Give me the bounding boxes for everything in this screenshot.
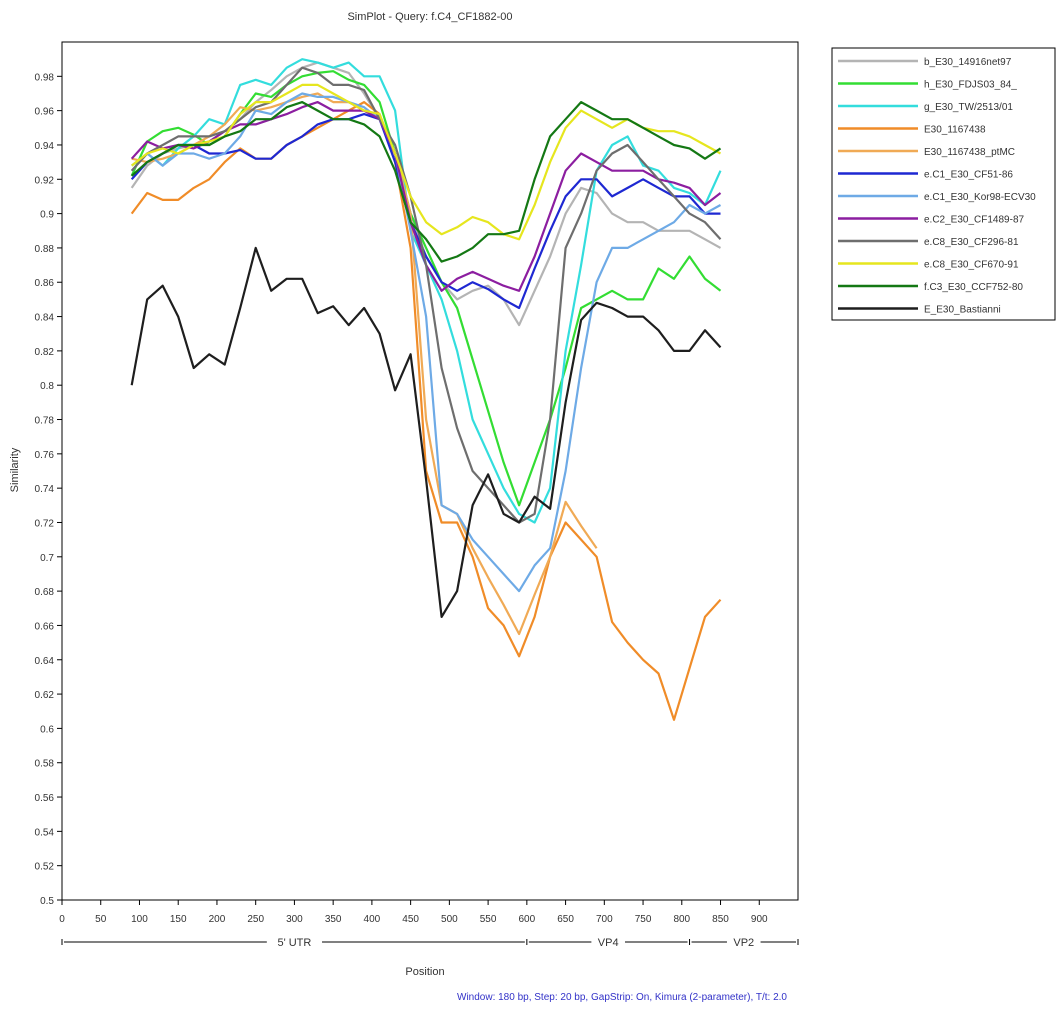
legend-entry-label: E30_1167438_ptMC: [924, 147, 1015, 158]
legend-entry-label: g_E30_TW/2513/01: [924, 102, 1013, 113]
x-tick-label: 50: [95, 914, 107, 925]
x-tick-label: 900: [751, 914, 768, 925]
series-line: [130, 92, 722, 593]
x-tick-label: 800: [673, 914, 690, 925]
plot-frame: [61, 41, 799, 901]
x-axis-label: Position: [405, 966, 444, 978]
legend-entry-label: e.C1_E30_CF51-86: [924, 170, 1013, 181]
y-tick-label: 0.68: [35, 587, 55, 598]
y-tick-label: 0.92: [35, 175, 55, 186]
legend-entry-label: h_E30_FDJS03_84_: [924, 80, 1017, 91]
legend-entry-label: E30_1167438: [924, 125, 986, 136]
x-tick-label: 850: [712, 914, 729, 925]
x-tick-label: 150: [170, 914, 187, 925]
y-tick-label: 0.94: [35, 141, 55, 152]
x-tick-label: 750: [635, 914, 652, 925]
y-tick-label: 0.74: [35, 484, 55, 495]
series-line: [130, 100, 722, 263]
legend-entry-label: E_E30_Bastianni: [924, 305, 1001, 316]
y-tick-label: 0.82: [35, 347, 55, 358]
y-tick-label: 0.9: [40, 210, 54, 221]
x-tick-label: 250: [247, 914, 264, 925]
legend-entry-label: b_E30_14916net97: [924, 57, 1012, 68]
region-label: VP2: [733, 937, 754, 949]
y-tick-label: 0.8: [40, 381, 54, 392]
legend-entry-label: e.C8_E30_CF296-81: [924, 237, 1019, 248]
y-tick-label: 0.66: [35, 621, 55, 632]
y-tick-label: 0.96: [35, 107, 55, 118]
region-label: 5' UTR: [277, 937, 311, 949]
y-tick-label: 0.84: [35, 313, 55, 324]
y-tick-label: 0.76: [35, 450, 55, 461]
x-tick-label: 650: [557, 914, 574, 925]
method-footnote: Window: 180 bp, Step: 20 bp, GapStrip: O…: [457, 992, 787, 1003]
y-axis-ticks: 0.5 0.52 0.54 0.56 0.58 0.6 0.62 0.64 0.66 0.68 0.…: [35, 72, 62, 907]
x-tick-label: 100: [131, 914, 148, 925]
y-tick-label: 0.7: [40, 553, 54, 564]
y-tick-label: 0.6: [40, 724, 54, 735]
chart-title: SimPlot - Query: f.C4_CF1882-00: [347, 11, 512, 23]
legend-entry-label: e.C2_E30_CF1489-87: [924, 215, 1025, 226]
x-tick-label: 550: [480, 914, 497, 925]
legend-entry-label: e.C8_E30_CF670-91: [924, 260, 1019, 271]
y-tick-label: 0.54: [35, 827, 55, 838]
series-line: [131, 83, 722, 241]
y-tick-label: 0.62: [35, 690, 55, 701]
legend-entry-label: e.C1_E30_Kor98-ECV30: [924, 192, 1036, 203]
x-axis-ticks: 0 50 100 150 200 250 300 350 400 450 500 550 600 650 7…: [59, 900, 768, 925]
series-line: [130, 112, 721, 310]
y-tick-label: 0.64: [35, 656, 55, 667]
y-tick-label: 0.52: [35, 862, 55, 873]
x-tick-label: 450: [402, 914, 419, 925]
x-tick-label: 700: [596, 914, 613, 925]
y-tick-label: 0.72: [35, 518, 55, 529]
x-tick-label: 300: [286, 914, 303, 925]
legend: b_E30_14916net97 h_E30_FDJS03_84_ g_E30_TW…: [831, 47, 1056, 321]
region-label: VP4: [598, 937, 619, 949]
series-line: [130, 246, 722, 619]
y-axis-label: Similarity: [9, 447, 21, 492]
y-tick-label: 0.58: [35, 759, 55, 770]
legend-entry-label: f.C3_E30_CCF752-80: [924, 282, 1023, 293]
y-tick-label: 0.88: [35, 244, 55, 255]
x-tick-label: 400: [364, 914, 381, 925]
y-tick-label: 0.5: [40, 896, 54, 907]
x-tick-label: 200: [209, 914, 226, 925]
y-tick-label: 0.98: [35, 72, 55, 83]
x-tick-label: 350: [325, 914, 342, 925]
y-tick-label: 0.78: [35, 416, 55, 427]
y-tick-label: 0.56: [35, 793, 55, 804]
y-tick-label: 0.86: [35, 278, 55, 289]
legend-box: [831, 47, 1056, 321]
x-tick-label: 500: [441, 914, 458, 925]
x-tick-label: 600: [518, 914, 535, 925]
series-lines: [130, 58, 722, 721]
x-tick-label: 0: [59, 914, 65, 925]
genome-region-bar: 5' UTR VP4 VP2: [61, 937, 799, 949]
